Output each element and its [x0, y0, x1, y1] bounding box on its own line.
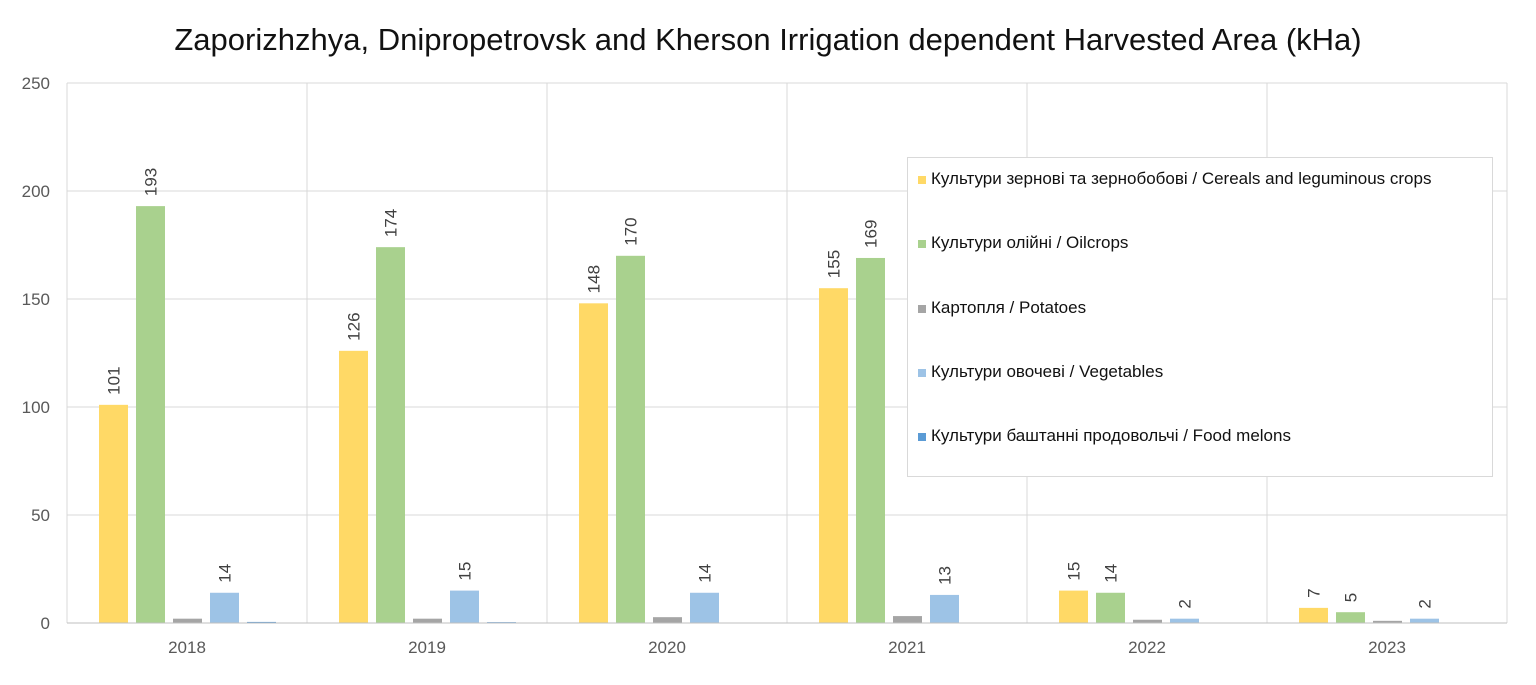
legend-item: Культури баштанні продовольчі / Food mel… — [918, 425, 1486, 447]
legend-label: Картопля / Potatoes — [931, 298, 1087, 317]
data-label: 155 — [825, 250, 844, 278]
bar — [210, 592, 239, 623]
x-tick-label: 2021 — [888, 638, 926, 657]
legend-label: Культури овочеві / Vegetables — [931, 362, 1164, 381]
data-label: 13 — [936, 566, 955, 585]
bar — [1170, 618, 1199, 623]
legend-item: Картопля / Potatoes — [918, 297, 1486, 319]
legend-swatch — [918, 305, 926, 313]
legend-swatch — [918, 240, 926, 248]
legend: Культури зернові та зернобобові / Cereal… — [907, 157, 1493, 477]
data-label: 148 — [585, 265, 604, 293]
bar — [819, 288, 848, 623]
bar — [856, 257, 885, 623]
bar — [247, 621, 276, 623]
bar — [690, 592, 719, 623]
data-label: 14 — [216, 564, 235, 583]
y-tick-label: 150 — [22, 290, 50, 309]
bar — [376, 247, 405, 623]
y-tick-label: 0 — [41, 614, 50, 633]
data-label: 169 — [862, 220, 881, 248]
bar — [893, 616, 922, 623]
data-label: 126 — [345, 312, 364, 340]
bar — [616, 255, 645, 624]
x-tick-label: 2022 — [1128, 638, 1166, 657]
y-tick-label: 250 — [22, 74, 50, 93]
data-label: 174 — [382, 209, 401, 237]
legend-swatch — [918, 176, 926, 184]
bar — [1373, 620, 1402, 623]
data-label: 14 — [696, 564, 715, 583]
x-tick-label: 2018 — [168, 638, 206, 657]
bar — [1410, 618, 1439, 623]
legend-item: Культури зернові та зернобобові / Cereal… — [918, 168, 1486, 190]
chart-title: Zaporizhzhya, Dnipropetrovsk and Kherson… — [174, 22, 1362, 57]
bar — [1336, 612, 1365, 623]
bar — [99, 404, 128, 623]
legend-label: Культури баштанні продовольчі / Food mel… — [931, 426, 1291, 445]
bar — [450, 590, 479, 623]
data-label: 2 — [1416, 599, 1435, 608]
x-tick-label: 2019 — [408, 638, 446, 657]
bar — [579, 303, 608, 623]
bar — [1299, 607, 1328, 623]
data-label: 5 — [1342, 593, 1361, 602]
data-label: 15 — [1065, 562, 1084, 581]
legend-item: Культури овочеві / Vegetables — [918, 361, 1486, 383]
legend-item: Культури олійні / Oilcrops — [918, 232, 1486, 254]
legend-swatch — [918, 369, 926, 377]
y-tick-label: 100 — [22, 398, 50, 417]
y-tick-label: 50 — [31, 506, 50, 525]
data-label: 193 — [142, 168, 161, 196]
data-label: 2 — [1176, 599, 1195, 608]
y-tick-label: 200 — [22, 182, 50, 201]
bar — [1133, 619, 1162, 623]
data-label: 7 — [1305, 588, 1324, 597]
x-tick-label: 2020 — [648, 638, 686, 657]
bar — [1096, 592, 1125, 623]
bar — [173, 618, 202, 623]
legend-swatch — [918, 433, 926, 441]
legend-label: Культури зернові та зернобобові / Cereal… — [931, 169, 1432, 188]
bar — [930, 594, 959, 623]
x-tick-label: 2023 — [1368, 638, 1406, 657]
bar — [339, 350, 368, 623]
data-label: 101 — [105, 366, 124, 394]
bar — [653, 617, 682, 623]
bar — [1059, 590, 1088, 623]
data-label: 15 — [456, 562, 475, 581]
legend-label: Культури олійні / Oilcrops — [931, 233, 1129, 252]
data-label: 170 — [622, 217, 641, 245]
bar — [136, 206, 165, 623]
data-label: 14 — [1102, 564, 1121, 583]
bar — [413, 618, 442, 623]
